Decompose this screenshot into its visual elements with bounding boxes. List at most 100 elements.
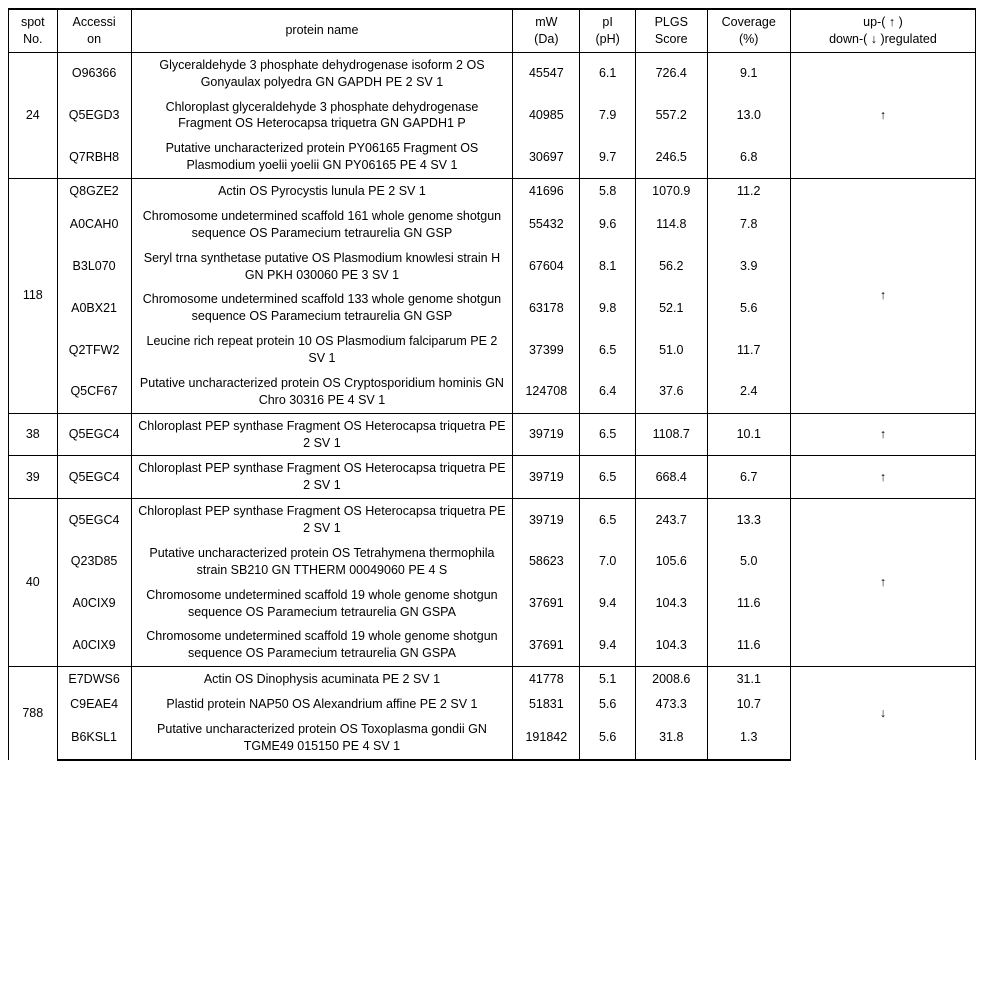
cell-protein-name: Actin OS Pyrocystis lunula PE 2 SV 1 (131, 179, 513, 204)
cell-protein-name: Putative uncharacterized protein OS Tetr… (131, 541, 513, 583)
table-body: 24O96366Glyceraldehyde 3 phosphate dehyd… (9, 52, 976, 759)
col-protein-name: protein name (131, 9, 513, 52)
cell-cov: 11.7 (707, 329, 790, 371)
cell-cov: 5.6 (707, 287, 790, 329)
cell-accession: Q8GZE2 (57, 179, 131, 204)
cell-cov: 5.0 (707, 541, 790, 583)
cell-cov: 31.1 (707, 667, 790, 692)
table-header-row: spotNo. Accession protein name mW(Da) pI… (9, 9, 976, 52)
cell-cov: 11.6 (707, 624, 790, 666)
cell-spot: 788 (9, 667, 58, 760)
col-plgs: PLGSScore (635, 9, 707, 52)
cell-accession: A0CAH0 (57, 204, 131, 246)
cell-protein-name: Putative uncharacterized protein OS Toxo… (131, 717, 513, 760)
table-row: 118Q8GZE2Actin OS Pyrocystis lunula PE 2… (9, 179, 976, 204)
cell-mw: 124708 (513, 371, 580, 413)
cell-mw: 41696 (513, 179, 580, 204)
cell-pi: 5.1 (580, 667, 636, 692)
col-regulated: up-( ↑ )down-( ↓ )regulated (790, 9, 975, 52)
cell-plgs: 105.6 (635, 541, 707, 583)
cell-accession: O96366 (57, 52, 131, 94)
col-spot: spotNo. (9, 9, 58, 52)
cell-protein-name: Leucine rich repeat protein 10 OS Plasmo… (131, 329, 513, 371)
cell-accession: B6KSL1 (57, 717, 131, 760)
cell-pi: 9.4 (580, 583, 636, 625)
cell-pi: 7.9 (580, 95, 636, 137)
col-mw: mW(Da) (513, 9, 580, 52)
cell-accession: Q5EGD3 (57, 95, 131, 137)
cell-protein-name: Actin OS Dinophysis acuminata PE 2 SV 1 (131, 667, 513, 692)
cell-protein-name: Chromosome undetermined scaffold 19 whol… (131, 624, 513, 666)
cell-mw: 39719 (513, 499, 580, 541)
cell-cov: 10.7 (707, 692, 790, 717)
cell-plgs: 243.7 (635, 499, 707, 541)
cell-cov: 13.0 (707, 95, 790, 137)
cell-plgs: 51.0 (635, 329, 707, 371)
cell-spot: 40 (9, 499, 58, 667)
cell-regulated: ↑ (790, 179, 975, 414)
cell-accession: Q5EGC4 (57, 413, 131, 456)
cell-protein-name: Putative uncharacterized protein PY06165… (131, 136, 513, 178)
cell-pi: 6.5 (580, 413, 636, 456)
cell-mw: 58623 (513, 541, 580, 583)
col-accession: Accession (57, 9, 131, 52)
cell-spot: 39 (9, 456, 58, 499)
cell-plgs: 726.4 (635, 52, 707, 94)
cell-mw: 39719 (513, 456, 580, 499)
table-row: 24O96366Glyceraldehyde 3 phosphate dehyd… (9, 52, 976, 94)
cell-pi: 6.5 (580, 456, 636, 499)
cell-pi: 6.5 (580, 499, 636, 541)
cell-pi: 9.7 (580, 136, 636, 178)
cell-pi: 5.6 (580, 717, 636, 760)
cell-pi: 5.8 (580, 179, 636, 204)
cell-cov: 3.9 (707, 246, 790, 288)
cell-protein-name: Plastid protein NAP50 OS Alexandrium aff… (131, 692, 513, 717)
cell-protein-name: Chromosome undetermined scaffold 161 who… (131, 204, 513, 246)
cell-protein-name: Chloroplast PEP synthase Fragment OS Het… (131, 499, 513, 541)
cell-plgs: 557.2 (635, 95, 707, 137)
cell-plgs: 246.5 (635, 136, 707, 178)
cell-mw: 63178 (513, 287, 580, 329)
cell-protein-name: Chloroplast PEP synthase Fragment OS Het… (131, 413, 513, 456)
cell-protein-name: Chromosome undetermined scaffold 19 whol… (131, 583, 513, 625)
cell-plgs: 31.8 (635, 717, 707, 760)
col-coverage: Coverage(%) (707, 9, 790, 52)
cell-regulated: ↑ (790, 456, 975, 499)
cell-pi: 9.6 (580, 204, 636, 246)
cell-pi: 9.4 (580, 624, 636, 666)
cell-accession: C9EAE4 (57, 692, 131, 717)
cell-mw: 37691 (513, 583, 580, 625)
protein-table: spotNo. Accession protein name mW(Da) pI… (8, 8, 976, 761)
cell-pi: 7.0 (580, 541, 636, 583)
cell-spot: 38 (9, 413, 58, 456)
cell-spot: 24 (9, 52, 58, 178)
cell-accession: A0BX21 (57, 287, 131, 329)
cell-plgs: 104.3 (635, 624, 707, 666)
cell-mw: 191842 (513, 717, 580, 760)
cell-accession: Q5CF67 (57, 371, 131, 413)
cell-cov: 6.7 (707, 456, 790, 499)
cell-plgs: 473.3 (635, 692, 707, 717)
cell-cov: 7.8 (707, 204, 790, 246)
cell-pi: 5.6 (580, 692, 636, 717)
cell-cov: 10.1 (707, 413, 790, 456)
cell-pi: 6.1 (580, 52, 636, 94)
cell-plgs: 1108.7 (635, 413, 707, 456)
cell-accession: Q23D85 (57, 541, 131, 583)
cell-accession: B3L070 (57, 246, 131, 288)
cell-protein-name: Glyceraldehyde 3 phosphate dehydrogenase… (131, 52, 513, 94)
cell-regulated: ↑ (790, 499, 975, 667)
cell-cov: 11.2 (707, 179, 790, 204)
cell-cov: 1.3 (707, 717, 790, 760)
cell-mw: 30697 (513, 136, 580, 178)
cell-plgs: 52.1 (635, 287, 707, 329)
cell-mw: 37399 (513, 329, 580, 371)
cell-pi: 9.8 (580, 287, 636, 329)
cell-accession: Q2TFW2 (57, 329, 131, 371)
table-row: 40Q5EGC4Chloroplast PEP synthase Fragmen… (9, 499, 976, 541)
cell-accession: Q7RBH8 (57, 136, 131, 178)
cell-protein-name: Chloroplast glyceraldehyde 3 phosphate d… (131, 95, 513, 137)
cell-accession: A0CIX9 (57, 583, 131, 625)
cell-plgs: 37.6 (635, 371, 707, 413)
cell-accession: Q5EGC4 (57, 456, 131, 499)
